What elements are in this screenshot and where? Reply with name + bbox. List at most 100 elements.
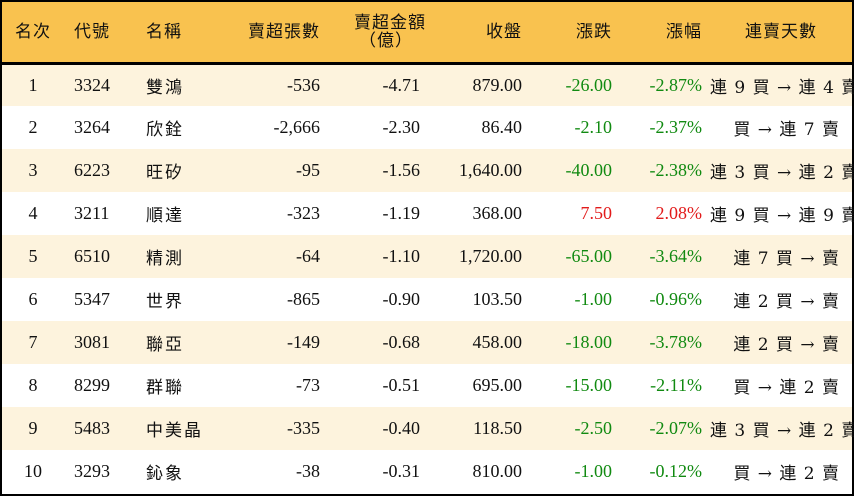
rank-cell: 1 [28, 74, 38, 95]
header-rank: 名次 [2, 2, 64, 65]
price-change-cell: -2.10 [574, 117, 613, 137]
buy-sell-streak-cell: 買 → 連 2 賣 [733, 464, 840, 484]
change-percent-cell: -3.64% [649, 246, 703, 266]
header-net-sell-amount-line1: 賣超金額 [354, 12, 426, 33]
close-price-cell: 810.00 [472, 461, 523, 481]
close-price-cell: 368.00 [472, 203, 523, 223]
stock-code-cell: 5347 [74, 289, 110, 309]
buy-sell-streak-cell: 買 → 連 2 賣 [733, 378, 840, 398]
stock-code-cell: 3293 [74, 461, 110, 481]
stock-code-cell: 3081 [74, 332, 110, 352]
net-sell-amount-cell: -0.31 [382, 461, 421, 481]
change-percent-cell: -0.12% [649, 461, 703, 481]
net-sell-amount-cell: -0.90 [382, 289, 421, 309]
buy-sell-streak-cell: 連 3 買 → 連 2 賣 [710, 163, 854, 183]
close-price-cell: 695.00 [472, 375, 523, 395]
close-price-cell: 1,640.00 [459, 160, 522, 180]
table-row: 5 6510 精測 -64 -1.10 1,720.00 -65.00 -3.6… [2, 235, 852, 278]
net-sell-lots-cell: -865 [287, 289, 320, 309]
price-change-cell: 7.50 [580, 203, 613, 223]
buy-sell-streak-cell: 連 9 買 → 連 4 賣 [710, 77, 854, 98]
stock-code-cell: 5483 [74, 418, 110, 438]
change-percent-cell: -3.78% [649, 332, 703, 352]
stock-name-cell: 精測 [146, 249, 184, 269]
stock-name-cell: 聯亞 [146, 335, 184, 355]
change-percent-cell: -2.07% [649, 418, 703, 438]
net-sell-lots-cell: -38 [296, 461, 320, 481]
price-change-cell: -18.00 [565, 332, 613, 352]
price-change-cell: -15.00 [565, 375, 613, 395]
buy-sell-streak-cell: 連 2 買 → 賣 [733, 292, 840, 312]
close-price-cell: 118.50 [473, 418, 522, 438]
rank-cell: 8 [28, 375, 38, 395]
close-price-cell: 86.40 [481, 117, 523, 137]
header-change-pct: 漲幅 [620, 2, 710, 65]
change-percent-cell: -2.38% [649, 160, 703, 180]
buy-sell-streak-cell: 連 9 買 → 連 9 賣 [710, 206, 854, 226]
rank-cell: 2 [28, 117, 38, 137]
header-name: 名稱 [136, 2, 222, 65]
stock-name-cell: 雙鴻 [146, 77, 184, 98]
change-percent-cell: -0.96% [649, 289, 703, 309]
net-sell-amount-cell: -1.10 [382, 246, 421, 266]
price-change-cell: -1.00 [574, 289, 613, 309]
net-sell-lots-cell: -64 [296, 246, 320, 266]
net-sell-lots-cell: -95 [296, 160, 320, 180]
price-change-cell: -40.00 [565, 160, 613, 180]
close-price-cell: 103.50 [472, 289, 523, 309]
net-sell-amount-cell: -4.71 [382, 74, 421, 95]
buy-sell-streak-cell: 連 2 買 → 賣 [733, 335, 840, 355]
rank-cell: 10 [24, 461, 42, 481]
price-change-cell: -2.50 [574, 418, 613, 438]
net-sell-amount-cell: -0.51 [382, 375, 421, 395]
net-sell-amount-cell: -0.40 [382, 418, 421, 438]
net-sell-amount-cell: -1.56 [382, 160, 421, 180]
net-sell-lots-cell: -335 [287, 418, 320, 438]
buy-sell-streak-cell: 連 3 買 → 連 2 賣 [710, 421, 854, 441]
price-change-cell: -65.00 [565, 246, 613, 266]
stock-name-cell: 旺矽 [146, 163, 184, 183]
header-code: 代號 [64, 2, 136, 65]
price-change-cell: -1.00 [574, 461, 613, 481]
header-streak: 連賣天數 [710, 2, 852, 65]
stock-name-cell: 鈊象 [146, 464, 184, 484]
net-sell-lots-cell: -2,666 [273, 117, 321, 137]
price-change-cell: -26.00 [565, 74, 613, 95]
stock-name-cell: 中美晶 [146, 421, 203, 441]
stock-code-cell: 3324 [74, 74, 110, 95]
table-row: 8 8299 群聯 -73 -0.51 695.00 -15.00 -2.11%… [2, 364, 852, 407]
close-price-cell: 1,720.00 [459, 246, 522, 266]
net-sell-amount-cell: -1.19 [382, 203, 421, 223]
net-sell-amount-cell: -2.30 [382, 117, 421, 137]
net-sell-lots-cell: -73 [296, 375, 320, 395]
net-sell-lots-cell: -149 [287, 332, 320, 352]
table-row: 6 5347 世界 -865 -0.90 103.50 -1.00 -0.96%… [2, 278, 852, 321]
stock-code-cell: 8299 [74, 375, 110, 395]
table-header-row: 名次 代號 名稱 賣超張數 賣超金額 （億） 收盤 漲跌 漲幅 連賣天數 [2, 2, 852, 65]
table-row: 1 3324 雙鴻 -536 -4.71 879.00 -26.00 -2.87… [2, 63, 854, 106]
close-price-cell: 879.00 [472, 74, 523, 95]
change-percent-cell: 2.08% [655, 203, 703, 223]
stock-name-cell: 世界 [146, 292, 184, 312]
header-change: 漲跌 [530, 2, 620, 65]
table-row: 9 5483 中美晶 -335 -0.40 118.50 -2.50 -2.07… [2, 407, 854, 450]
stock-code-cell: 6223 [74, 160, 110, 180]
rank-cell: 7 [28, 332, 38, 352]
header-close: 收盤 [434, 2, 530, 65]
header-net-sell-amount-unit: （億） [359, 30, 413, 51]
table-row: 7 3081 聯亞 -149 -0.68 458.00 -18.00 -3.78… [2, 321, 852, 364]
table-row: 4 3211 順達 -323 -1.19 368.00 7.50 2.08% 連… [2, 192, 854, 235]
rank-cell: 5 [28, 246, 38, 266]
change-percent-cell: -2.87% [649, 74, 703, 95]
header-net-sell-lots: 賣超張數 [222, 2, 328, 65]
stock-name-cell: 順達 [146, 206, 184, 226]
net-sell-lots-cell: -323 [287, 203, 320, 223]
close-price-cell: 458.00 [472, 332, 523, 352]
buy-sell-streak-cell: 買 → 連 7 賣 [733, 120, 840, 140]
change-percent-cell: -2.37% [649, 117, 703, 137]
table-row: 2 3264 欣銓 -2,666 -2.30 86.40 -2.10 -2.37… [2, 106, 852, 149]
stock-code-cell: 3264 [74, 117, 110, 137]
change-percent-cell: -2.11% [650, 375, 702, 395]
